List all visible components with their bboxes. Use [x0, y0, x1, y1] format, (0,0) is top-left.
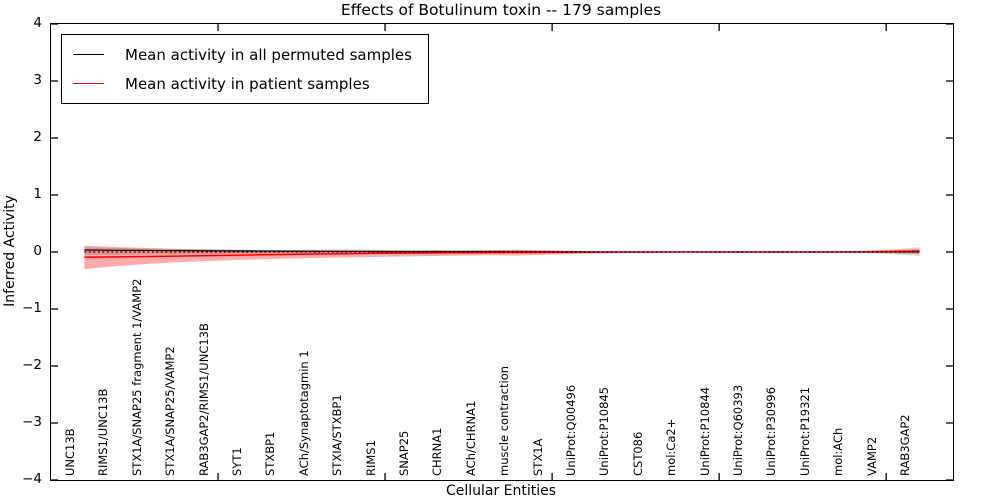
y-tick-label-−2: −2 — [22, 357, 42, 373]
y-tick-label-−3: −3 — [22, 414, 42, 430]
legend-line-sample-black — [73, 54, 104, 55]
y-tick-label-0: 0 — [33, 243, 42, 259]
chart-title: Effects of Botulinum toxin -- 179 sample… — [340, 1, 662, 19]
y-tick-label-−1: −1 — [22, 300, 42, 316]
legend: Mean activity in all permuted samples Me… — [61, 34, 429, 104]
legend-label-permuted-samples: Mean activity in all permuted samples — [125, 45, 412, 64]
y-tick-label-1: 1 — [33, 186, 42, 202]
y-tick-label-−4: −4 — [22, 471, 42, 487]
y-tick-label-2: 2 — [33, 129, 42, 145]
x-axis-label: Cellular Entities — [445, 483, 557, 499]
series-line-1 — [84, 250, 920, 258]
legend-item-permuted-samples: Mean activity in all permuted samples — [73, 40, 412, 69]
y-tick-label-3: 3 — [33, 72, 42, 88]
legend-line-sample-red — [73, 83, 104, 84]
chart-canvas — [51, 24, 953, 480]
y-tick-label-4: 4 — [33, 15, 42, 31]
legend-label-patient-samples: Mean activity in patient samples — [125, 74, 370, 93]
patient-samples-confidence-band — [84, 245, 920, 270]
plot-area: Mean activity in all permuted samples Me… — [50, 23, 954, 481]
legend-item-patient-samples: Mean activity in patient samples — [73, 69, 412, 98]
